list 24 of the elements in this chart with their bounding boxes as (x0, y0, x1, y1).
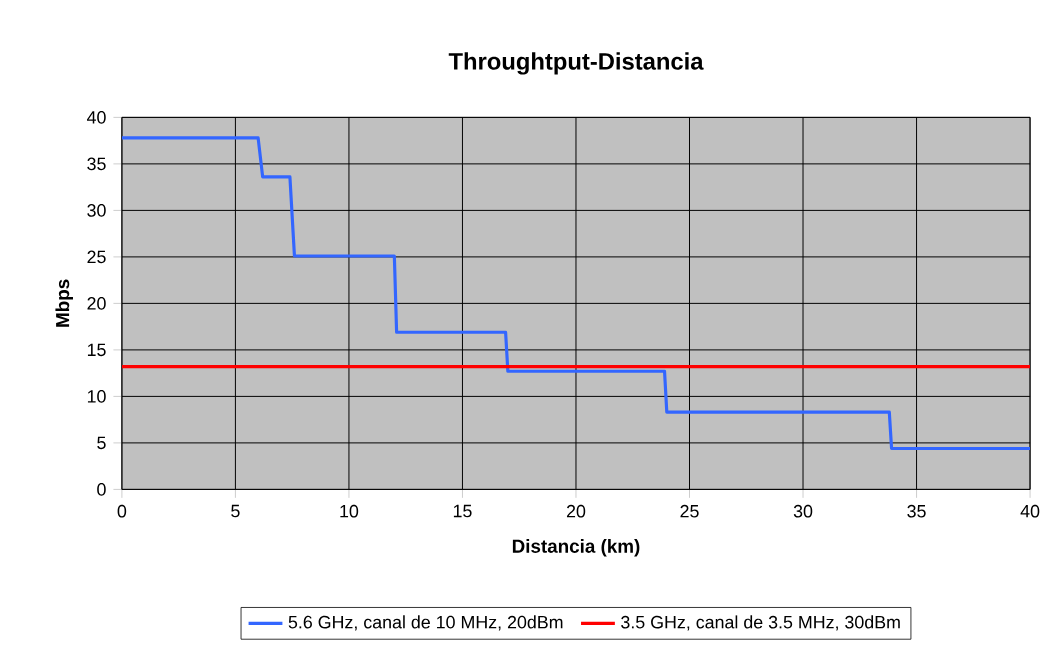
line-series (121, 136, 1031, 451)
y-tick-label: 35 (87, 157, 106, 171)
y-tick-label: 40 (86, 111, 106, 124)
chart-title: Throughtput-Distancia (448, 52, 704, 75)
legend-label: 3.5 GHz, canal de 3.5 MHz, 30dBm (621, 615, 900, 631)
x-tick-label: 35 (907, 505, 926, 518)
y-tick-label: 10 (87, 390, 106, 403)
y-axis-title: Mbps (55, 279, 73, 327)
y-tick-label: 25 (87, 250, 106, 264)
y-tick-label: 15 (87, 343, 106, 357)
x-tick-label: 40 (1020, 505, 1040, 518)
y-tick-label: 30 (87, 204, 106, 217)
x-tick-label: 20 (566, 505, 586, 518)
x-tick-label: 5 (231, 505, 240, 518)
y-tick-label: 20 (87, 297, 106, 310)
x-axis-title: Distancia (km) (512, 539, 640, 557)
y-tick-label: 0 (97, 483, 106, 496)
x-tick-label: 15 (453, 505, 472, 518)
x-tick-label: 10 (340, 505, 359, 518)
x-tick-label: 25 (680, 505, 699, 518)
y-tick-label: 5 (97, 436, 106, 450)
x-tick-label: 0 (117, 505, 127, 518)
legend-label: 5.6 GHz, canal de 10 MHz, 20dBm (288, 615, 563, 631)
x-tick-label: 30 (793, 505, 813, 518)
